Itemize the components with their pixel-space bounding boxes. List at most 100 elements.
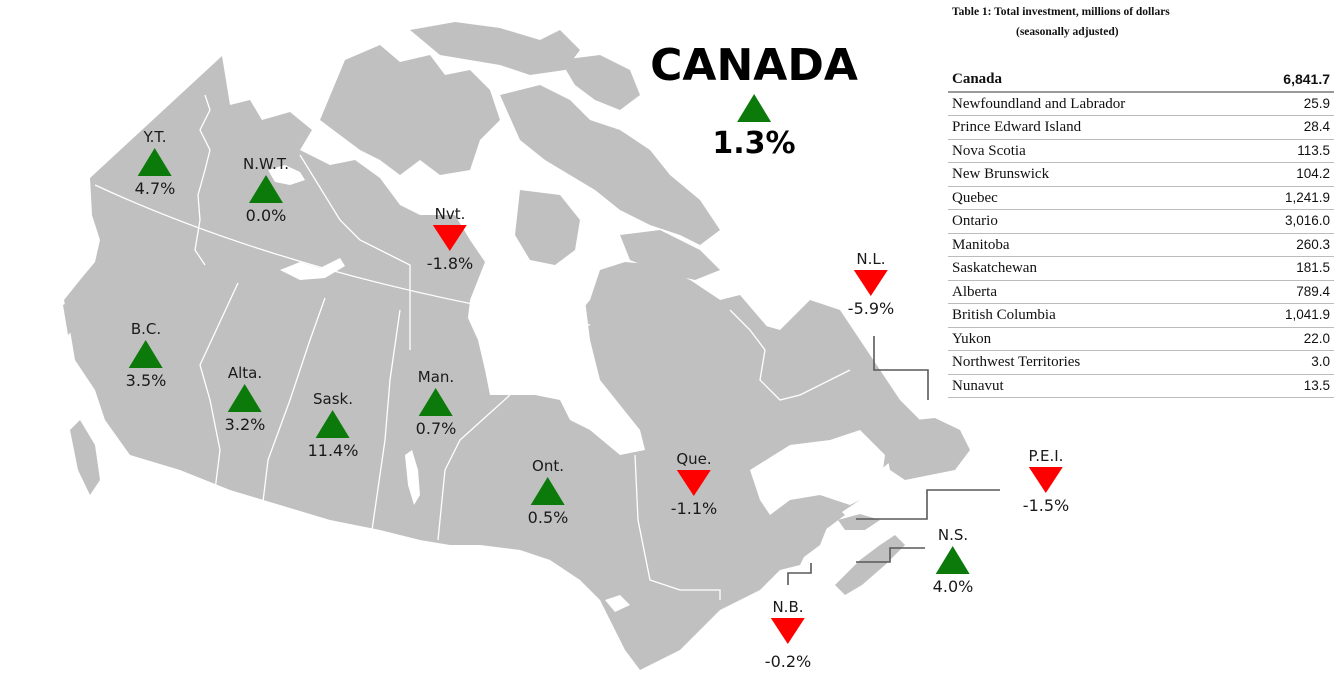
row-name: Canada (948, 68, 1245, 93)
table-row: New Brunswick 104.2 (948, 162, 1334, 187)
region-man: Man. 0.7% (416, 368, 457, 439)
region-change: -0.2% (764, 652, 812, 671)
row-value: 104.2 (1244, 162, 1334, 187)
row-name: Manitoba (948, 233, 1245, 257)
region-ns: N.S. 4.0% (933, 526, 974, 597)
row-name: Northwest Territories (948, 350, 1245, 375)
increase-arrow-icon (315, 410, 350, 438)
national-title: CANADA (650, 40, 858, 91)
region-pei: P.E.I. -1.5% (1023, 447, 1069, 516)
table-row: Manitoba 260.3 (948, 233, 1334, 257)
region-change: -1.5% (1022, 496, 1070, 515)
row-value: 22.0 (1244, 327, 1334, 351)
region-nwt: N.W.T. 0.0% (243, 155, 289, 226)
region-abbr: B.C. (130, 320, 162, 338)
region-bc: B.C. 3.5% (126, 320, 167, 391)
row-name: British Columbia (948, 303, 1245, 328)
region-abbr: Y.T. (143, 128, 167, 146)
region-alta: Alta. 3.2% (225, 364, 266, 435)
row-value: 3.0 (1244, 350, 1334, 375)
table-row-total: Canada 6,841.7 (948, 68, 1334, 93)
region-abbr: Nvt. (434, 205, 466, 223)
region-que: Que. -1.1% (671, 450, 717, 519)
row-value: 260.3 (1244, 233, 1334, 257)
table-row: Northwest Territories 3.0 (948, 350, 1334, 375)
row-value: 6,841.7 (1244, 68, 1334, 93)
table-row: Quebec 1,241.9 (948, 186, 1334, 210)
table-row: Ontario 3,016.0 (948, 209, 1334, 234)
water (268, 165, 885, 660)
region-change: -1.1% (670, 499, 718, 518)
row-name: Alberta (948, 280, 1245, 304)
row-name: Prince Edward Island (948, 115, 1245, 140)
region-change: 4.7% (134, 179, 176, 198)
region-change: -1.8% (426, 254, 474, 273)
row-name: Saskatchewan (948, 256, 1245, 281)
table-row: Alberta 789.4 (948, 280, 1334, 304)
table-row: British Columbia 1,041.9 (948, 303, 1334, 328)
region-change: 0.0% (245, 206, 287, 225)
increase-arrow-icon (228, 384, 262, 412)
region-abbr: Sask. (313, 390, 353, 408)
region-yt: Y.T. 4.7% (135, 128, 176, 199)
table-row: Nova Scotia 113.5 (948, 139, 1334, 163)
decrease-arrow-icon (432, 225, 467, 251)
row-name: Ontario (948, 209, 1245, 234)
region-abbr: N.W.T. (242, 155, 290, 173)
decrease-arrow-icon (770, 618, 805, 644)
region-abbr: N.B. (772, 598, 804, 616)
row-value: 789.4 (1244, 280, 1334, 304)
region-change: 3.5% (125, 371, 167, 390)
region-change: 0.7% (415, 419, 457, 438)
row-name: Nova Scotia (948, 139, 1245, 163)
region-abbr: Man. (417, 368, 455, 386)
region-abbr: N.L. (856, 250, 886, 268)
region-sask: Sask. 11.4% (308, 390, 359, 461)
row-value: 25.9 (1244, 91, 1334, 116)
row-name: Newfoundland and Labrador (948, 91, 1245, 116)
increase-arrow-icon (138, 148, 172, 176)
decrease-arrow-icon (1028, 467, 1063, 493)
row-name: New Brunswick (948, 162, 1245, 187)
region-abbr: P.E.I. (1028, 447, 1064, 465)
region-nb: N.B. -0.2% (765, 598, 811, 672)
investment-table-block: Table 1: Total investment, millions of d… (948, 2, 1334, 398)
region-nvt: Nvt. -1.8% (427, 205, 473, 274)
national-increase-arrow-icon (736, 94, 771, 122)
region-change: -5.9% (847, 299, 895, 318)
table-row: Prince Edward Island 28.4 (948, 115, 1334, 140)
row-value: 1,041.9 (1244, 303, 1334, 328)
region-abbr: N.S. (937, 526, 969, 544)
investment-table: Canada 6,841.7 Newfoundland and Labrador 2… (948, 68, 1334, 398)
increase-arrow-icon (129, 340, 163, 368)
leader-lines (787, 336, 1000, 585)
row-name: Quebec (948, 186, 1245, 210)
row-value: 181.5 (1244, 256, 1334, 281)
table-subcaption: (seasonally adjusted) (1016, 26, 1119, 38)
row-value: 113.5 (1244, 139, 1334, 163)
decrease-arrow-icon (676, 470, 711, 496)
region-change: 11.4% (307, 441, 359, 460)
row-value: 28.4 (1244, 115, 1334, 140)
increase-arrow-icon (249, 175, 283, 203)
decrease-arrow-icon (853, 270, 888, 296)
increase-arrow-icon (419, 388, 453, 416)
table-row: Nunavut 13.5 (948, 374, 1334, 398)
table-row: Saskatchewan 181.5 (948, 256, 1334, 281)
region-change: 3.2% (224, 415, 266, 434)
row-name: Nunavut (948, 374, 1245, 398)
row-value: 1,241.9 (1244, 186, 1334, 210)
provincial-borders (94, 94, 851, 600)
row-value: 3,016.0 (1244, 209, 1334, 234)
region-abbr: Ont. (532, 457, 564, 475)
row-name: Yukon (948, 327, 1245, 351)
national-change: 1.3% (712, 126, 796, 161)
region-change: 0.5% (527, 508, 569, 527)
table-caption: Table 1: Total investment, millions of d… (952, 6, 1170, 18)
national-summary: CANADA 1.3% (650, 40, 858, 162)
row-value: 13.5 (1244, 374, 1334, 398)
region-nl: N.L. -5.9% (848, 250, 894, 319)
region-ont: Ont. 0.5% (528, 457, 569, 528)
region-abbr: Alta. (227, 364, 263, 382)
